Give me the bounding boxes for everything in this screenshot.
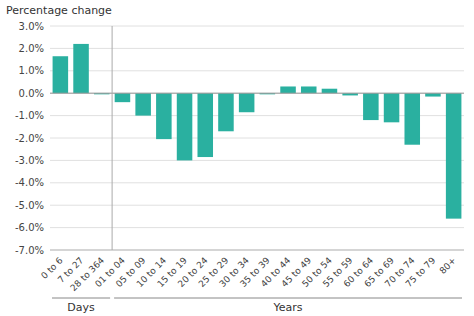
- x-tick-label: 75 to 79: [404, 255, 438, 289]
- x-tick-label: 80+: [438, 255, 459, 276]
- y-axis-label: Percentage change: [6, 4, 112, 17]
- bar: [280, 86, 296, 93]
- group-bracket: [114, 298, 462, 299]
- background: [0, 0, 474, 316]
- bar: [156, 93, 172, 139]
- bar: [404, 93, 420, 145]
- grid: [50, 26, 464, 250]
- y-tick-label: -2.0%: [15, 133, 44, 144]
- bar: [53, 56, 69, 93]
- y-tick-label: -5.0%: [15, 200, 44, 211]
- bar: [384, 93, 400, 122]
- group-bracket: [52, 298, 110, 299]
- y-tick-label: 1.0%: [19, 65, 44, 76]
- bar: [197, 93, 213, 157]
- y-tick-label: 0.0%: [19, 88, 44, 99]
- y-tick-label: 2.0%: [19, 43, 44, 54]
- bar: [135, 93, 151, 115]
- bar: [301, 86, 317, 93]
- bar: [446, 93, 462, 218]
- bar: [177, 93, 193, 160]
- bars: [53, 44, 462, 219]
- chart: -7.0% -6.0% -5.0% -4.0% -3.0% -2.0% -1.0% 0.0% 1…: [0, 0, 474, 316]
- y-tick-label: 3.0%: [19, 21, 44, 32]
- group-label: Days: [67, 301, 95, 314]
- y-tick-label: -3.0%: [15, 155, 44, 166]
- y-tick-label: -4.0%: [15, 177, 44, 188]
- y-tick-label: -6.0%: [15, 222, 44, 233]
- bar: [115, 93, 131, 102]
- bar: [322, 89, 338, 93]
- bar: [425, 93, 441, 96]
- bar: [218, 93, 234, 131]
- bar: [363, 93, 379, 120]
- group-separator: [112, 26, 113, 250]
- group-label: Years: [273, 301, 303, 314]
- y-tick-label: -7.0%: [15, 245, 44, 256]
- y-tick-label: -1.0%: [15, 110, 44, 121]
- bar: [239, 93, 255, 112]
- bar: [73, 44, 89, 93]
